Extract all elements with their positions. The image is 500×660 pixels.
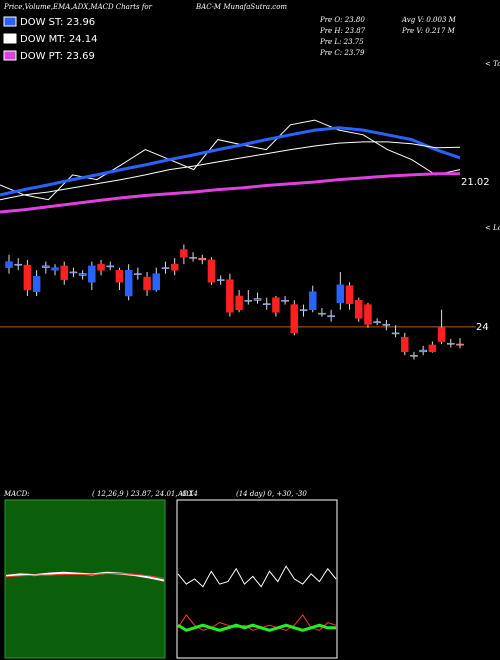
candle-body bbox=[97, 263, 105, 271]
candle-body bbox=[115, 269, 124, 283]
candle-body bbox=[364, 304, 372, 325]
info-pre-volume: Pre V: 0.217 M bbox=[401, 27, 456, 35]
legend-label: DOW MT: 24.14 bbox=[20, 34, 97, 45]
candle-body bbox=[88, 265, 96, 283]
info-avg-volume: Avg V: 0.003 M bbox=[401, 16, 457, 24]
candle-body bbox=[170, 263, 179, 271]
candle-body bbox=[134, 273, 142, 275]
candle-body bbox=[401, 336, 409, 353]
macd-panel bbox=[4, 499, 166, 659]
candle-body bbox=[437, 327, 446, 342]
tops-label: < Tops bbox=[485, 60, 500, 68]
info-low: Pre L: 23.75 bbox=[319, 38, 364, 46]
candle-body bbox=[235, 295, 243, 310]
candle-body bbox=[290, 304, 299, 334]
series-line bbox=[0, 126, 461, 197]
candle-body bbox=[262, 303, 271, 305]
macd-title: MACD: bbox=[3, 490, 30, 498]
candle-body bbox=[180, 249, 188, 258]
candle-body bbox=[5, 261, 13, 268]
candle-body bbox=[143, 276, 151, 291]
legend-label: DOW ST: 23.96 bbox=[20, 17, 95, 28]
candle-body bbox=[308, 291, 317, 310]
candle-body bbox=[69, 271, 78, 274]
candle-body bbox=[281, 300, 289, 302]
series-line bbox=[177, 614, 337, 631]
legend-swatch bbox=[3, 50, 17, 61]
price-annotation: 21.02 bbox=[461, 177, 490, 188]
info-high: Pre H: 23.87 bbox=[319, 27, 366, 35]
candle-body bbox=[327, 315, 335, 317]
candle-body bbox=[207, 259, 216, 283]
candle-body bbox=[189, 257, 197, 259]
candle-body bbox=[161, 267, 170, 269]
adx-title: ADX bbox=[177, 490, 195, 498]
header-left: Price,Volume,EMA,ADX,MACD Charts for bbox=[3, 3, 153, 11]
candle-body bbox=[124, 269, 133, 297]
candle-body bbox=[299, 309, 308, 311]
candle-body bbox=[253, 298, 262, 301]
candle-body bbox=[23, 264, 32, 291]
candle-body bbox=[42, 265, 50, 268]
candle-body bbox=[244, 300, 253, 302]
info-close: Pre C: 23.79 bbox=[319, 49, 365, 57]
candle-body bbox=[345, 285, 354, 304]
info-open: Pre O: 23.80 bbox=[319, 16, 365, 24]
legend-label: DOW PT: 23.69 bbox=[20, 51, 95, 62]
y-tick-label: 24 bbox=[476, 322, 489, 333]
series-line bbox=[177, 565, 337, 588]
candle-body bbox=[373, 321, 381, 323]
legend-swatch bbox=[3, 16, 17, 27]
series-line bbox=[177, 623, 336, 632]
series-line bbox=[0, 141, 461, 201]
lows-label: < Lows bbox=[485, 224, 500, 232]
candle-body bbox=[14, 263, 22, 266]
candle-body bbox=[419, 349, 427, 353]
candle-body bbox=[355, 300, 363, 319]
candle-body bbox=[60, 265, 68, 280]
candle-body bbox=[51, 267, 59, 271]
candle-body bbox=[391, 332, 400, 335]
candle-body bbox=[78, 273, 87, 276]
header-center: BAC-M MunafaSutra.com bbox=[195, 3, 287, 11]
series-line bbox=[5, 573, 165, 579]
candle-body bbox=[382, 324, 391, 326]
candle-body bbox=[152, 273, 161, 291]
candle-body bbox=[272, 297, 280, 313]
candle-body bbox=[318, 312, 326, 315]
candle-body bbox=[410, 354, 418, 357]
adx-panel bbox=[176, 499, 338, 659]
adx-subtitle: (14 day) 0, +30, -30 bbox=[236, 490, 307, 498]
candle-body bbox=[226, 279, 234, 313]
candle-body bbox=[336, 284, 345, 304]
candle-body bbox=[106, 265, 114, 268]
candle-body bbox=[198, 257, 207, 261]
series-line bbox=[0, 172, 460, 214]
candle-body bbox=[216, 279, 225, 281]
candle-body bbox=[32, 275, 41, 292]
candle-body bbox=[456, 343, 464, 346]
series-line bbox=[0, 119, 461, 201]
candle-body bbox=[428, 344, 437, 353]
legend-swatch bbox=[3, 33, 17, 44]
macd-subtitle: ( 12,26,9 ) 23.87, 24.01, -0.14 bbox=[92, 490, 198, 498]
candle-body bbox=[447, 342, 455, 345]
